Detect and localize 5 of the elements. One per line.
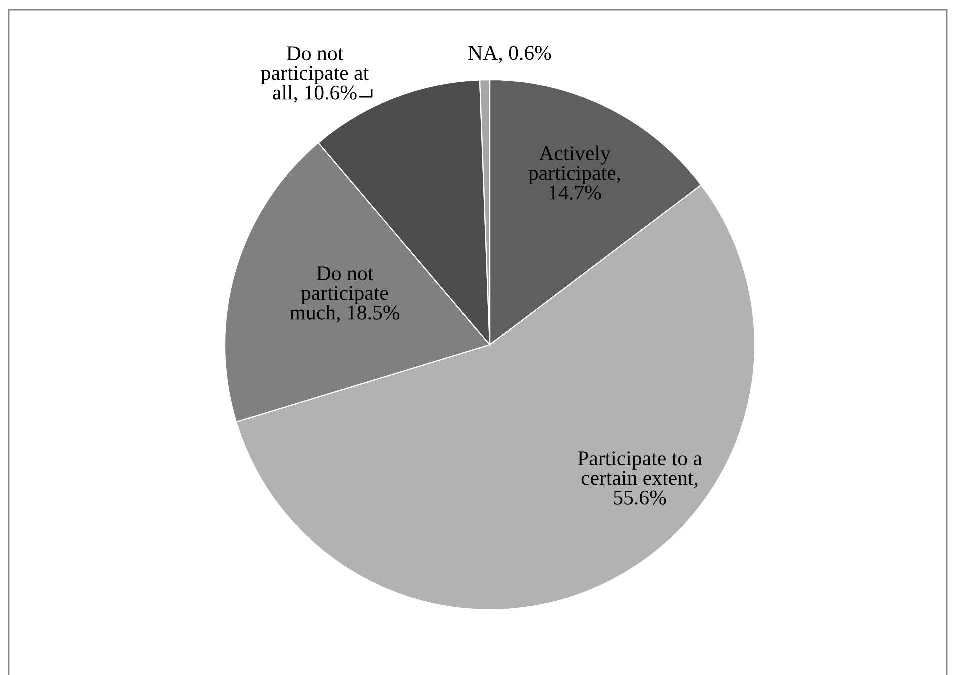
slice-label: Participate to a certain extent, 55.6%: [578, 452, 702, 505]
slice-label: Do not participate much, 18.5%: [290, 266, 400, 323]
slice-label: Actively participate, 14.7%: [528, 146, 620, 200]
slice-label: Do not participate at all, 10.6%: [261, 46, 369, 103]
slice-label: NA, 0.6%: [468, 46, 552, 64]
